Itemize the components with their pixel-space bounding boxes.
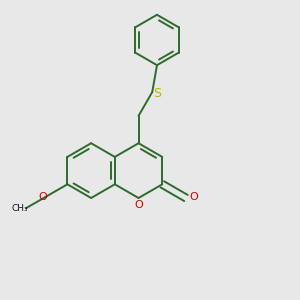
Text: S: S — [154, 87, 161, 100]
Text: O: O — [134, 200, 143, 210]
Text: O: O — [38, 192, 47, 202]
Text: CH₃: CH₃ — [12, 204, 28, 213]
Text: O: O — [190, 191, 199, 202]
